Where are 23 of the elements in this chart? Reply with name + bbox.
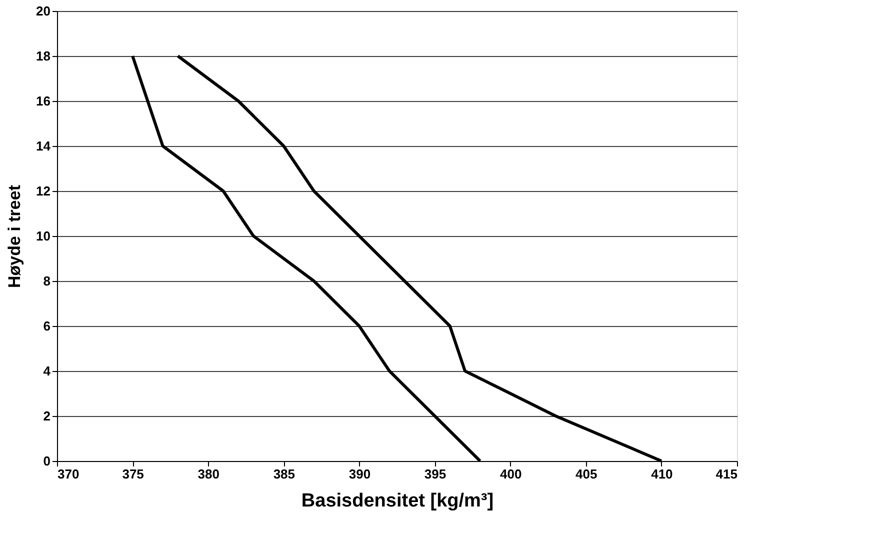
y-tick-label: 8 <box>43 274 50 288</box>
x-tick-label: 390 <box>348 466 371 482</box>
y-axis-title: Høyde i treet <box>5 184 24 288</box>
x-tick-label: 415 <box>716 466 738 482</box>
x-tick-label: 385 <box>273 466 296 482</box>
y-tick-label: 18 <box>36 48 50 64</box>
x-tick-label: 395 <box>424 466 446 482</box>
x-tick-label: 410 <box>651 466 673 482</box>
y-tick-label: 10 <box>36 228 50 244</box>
y-tick-label: 20 <box>36 4 50 18</box>
y-tick-label: 14 <box>36 138 52 154</box>
x-tick-label: 400 <box>500 466 522 482</box>
y-tick-label: 6 <box>43 318 50 334</box>
x-axis-title: Basisdensitet [kg/m³] <box>301 490 494 512</box>
x-tick-label: 380 <box>198 466 220 482</box>
x-tick-label: 375 <box>122 466 144 482</box>
x-tick-label: 405 <box>576 466 598 482</box>
y-tick-label: 0 <box>43 454 50 468</box>
y-tick-label: 2 <box>43 408 50 424</box>
y-tick-label: 4 <box>43 364 52 378</box>
y-tick-label: 16 <box>36 94 50 108</box>
y-tick-label: 12 <box>36 184 50 198</box>
x-tick-label: 370 <box>58 466 80 482</box>
